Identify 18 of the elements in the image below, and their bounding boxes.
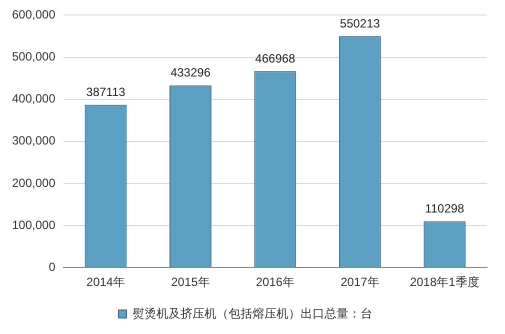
data-label: 433296 — [170, 66, 211, 80]
data-label: 110298 — [425, 202, 465, 216]
x-tick-label: 2017年 — [340, 275, 380, 290]
y-tick-label: 500,000 — [12, 50, 56, 64]
x-tick-label: 2018年1季度 — [410, 275, 480, 290]
y-tick-label: 600,000 — [12, 8, 56, 22]
y-tick-label: 300,000 — [12, 134, 56, 148]
data-label: 387113 — [86, 85, 126, 100]
y-tick-label: 0 — [48, 260, 56, 274]
y-tick-label: 400,000 — [12, 92, 56, 106]
x-tick-label: 2015年 — [171, 275, 210, 290]
data-label: 466968 — [255, 51, 296, 66]
y-tick-label: 100,000 — [12, 218, 56, 232]
x-tick-label: 2016年 — [256, 275, 295, 290]
data-label: 550213 — [340, 16, 380, 30]
y-tick-label: 200,000 — [12, 176, 56, 190]
x-tick-label: 2014年 — [86, 275, 126, 290]
legend-label: 熨烫机及挤压机（包括熔压机）出口总量：台 — [132, 306, 372, 320]
